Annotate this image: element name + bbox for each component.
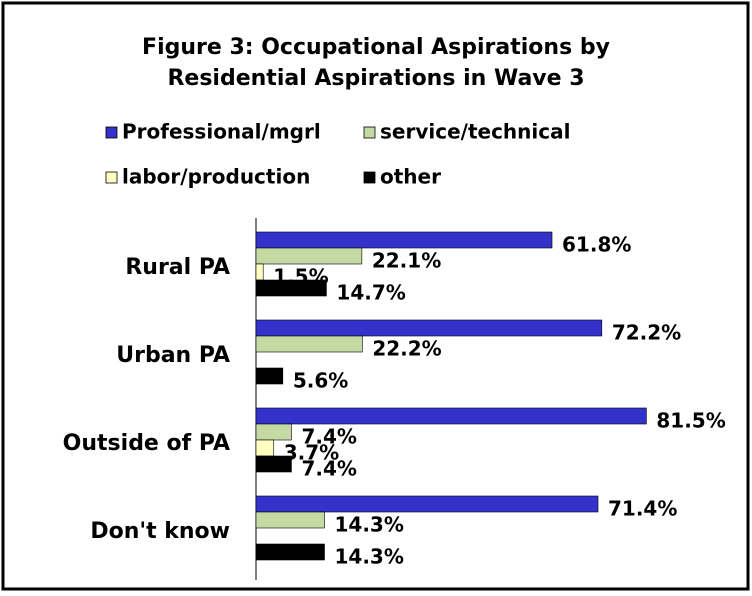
data-label: 71.4% xyxy=(608,497,677,521)
data-label: 81.5% xyxy=(656,409,725,433)
data-label: 22.1% xyxy=(372,249,441,273)
bar xyxy=(255,367,284,385)
data-label: 7.4% xyxy=(301,457,356,481)
data-label: 72.2% xyxy=(612,321,681,345)
data-label: 3.7% xyxy=(284,441,339,465)
data-label: 5.6% xyxy=(293,369,348,393)
data-label: 14.7% xyxy=(336,281,405,305)
bar xyxy=(255,279,327,297)
bar xyxy=(255,231,553,249)
data-label: 14.3% xyxy=(334,513,403,537)
legend-label: service/technical xyxy=(380,120,570,144)
data-label: 14.3% xyxy=(334,545,403,569)
bar xyxy=(255,439,275,457)
bar xyxy=(255,423,292,441)
bar xyxy=(255,247,363,265)
y-tick-label: Urban PA xyxy=(116,343,230,368)
data-label: 7.4% xyxy=(301,425,356,449)
y-tick-label: Outside of PA xyxy=(63,431,230,456)
data-label: 22.2% xyxy=(372,337,441,361)
bar xyxy=(255,455,292,473)
legend-label: labor/production xyxy=(122,165,310,189)
bar xyxy=(255,319,603,337)
data-label: 61.8% xyxy=(562,233,631,257)
legend-swatch xyxy=(105,126,118,139)
legend-swatch xyxy=(363,171,376,184)
chart-title: Residential Aspirations in Wave 3 xyxy=(167,66,584,91)
y-tick-label: Rural PA xyxy=(125,255,230,280)
legend-label: Professional/mgrl xyxy=(122,120,321,144)
bar xyxy=(255,511,325,529)
legend-label: other xyxy=(380,165,441,189)
bar xyxy=(255,543,325,561)
legend-swatch xyxy=(363,126,376,139)
bar xyxy=(255,407,647,425)
bar xyxy=(255,263,264,281)
bar xyxy=(255,335,363,353)
bar xyxy=(255,495,599,513)
legend-swatch xyxy=(105,171,118,184)
y-tick-label: Don't know xyxy=(90,519,230,544)
chart-title: Figure 3: Occupational Aspirations by xyxy=(142,35,610,60)
